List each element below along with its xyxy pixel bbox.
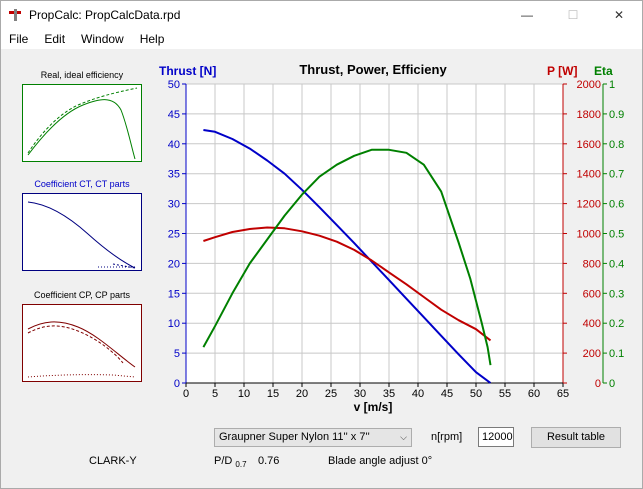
thrust-tick-label: 40 — [168, 139, 180, 151]
eta-tick-label: 0.8 — [609, 139, 624, 151]
x-tick-label: 50 — [470, 388, 482, 400]
blade-angle-label: Blade angle adjust 0° — [328, 455, 433, 467]
x-tick-label: 20 — [296, 388, 308, 400]
power-tick-label: 800 — [583, 258, 601, 270]
thrust-tick-label: 25 — [168, 229, 180, 241]
thumb-cp[interactable] — [22, 304, 142, 382]
rpm-input[interactable]: 12000 — [478, 427, 514, 447]
minimize-button[interactable]: — — [521, 8, 533, 22]
thrust-tick-label: 45 — [168, 109, 180, 121]
power-axis-label: P [W] — [547, 64, 577, 78]
result-table-button[interactable]: Result table — [531, 427, 621, 448]
eta-tick-label: 0.9 — [609, 109, 624, 121]
x-tick-label: 0 — [183, 388, 189, 400]
thrust-axis-label: Thrust [N] — [159, 64, 216, 78]
propeller-select-value: Graupner Super Nylon 11'' x 7'' — [219, 431, 370, 443]
power-tick-label: 200 — [583, 348, 601, 360]
power-tick-label: 1800 — [577, 109, 601, 121]
power-series-line — [203, 226, 492, 342]
power-tick-label: 400 — [583, 318, 601, 330]
x-tick-label: 10 — [238, 388, 250, 400]
eta-tick-label: 0 — [609, 378, 615, 390]
eta-tick-label: 0.4 — [609, 258, 624, 270]
eta-tick-label: 0.7 — [609, 169, 624, 181]
thrust-tick-label: 30 — [168, 199, 180, 211]
thumb-ct-title: Coefficient CT, CT parts — [34, 179, 130, 189]
thumb-ct-plot — [27, 201, 136, 269]
eta-axis-label: Eta — [594, 64, 613, 78]
x-tick-label: 40 — [412, 388, 424, 400]
chart-title: Thrust, Power, Efficieny — [299, 62, 447, 77]
x-tick-label: 35 — [383, 388, 395, 400]
eta-series-line — [202, 148, 492, 366]
eta-tick-label: 0.2 — [609, 318, 624, 330]
eta-tick-label: 0.3 — [609, 288, 624, 300]
thrust-tick-label: 10 — [168, 318, 180, 330]
thumb-efficiency-plot — [27, 87, 138, 160]
eta-tick-label: 1 — [609, 79, 615, 91]
thumb-cp-title: Coefficient CP, CP parts — [33, 290, 131, 300]
pd-label-text: P/D — [214, 455, 233, 467]
thrust-tick-label: 15 — [168, 288, 180, 300]
rpm-label: n[rpm] — [431, 431, 463, 443]
power-tick-label: 1400 — [577, 169, 601, 181]
power-tick-label: 1200 — [577, 199, 601, 211]
pd-subscript: 0.7 — [235, 460, 247, 469]
window-title: PropCalc: PropCalcData.rpd — [29, 8, 181, 22]
close-button[interactable]: ✕ — [613, 8, 625, 22]
thrust-series-line — [203, 129, 492, 384]
title-bar: PropCalc: PropCalcData.rpd — ☐ ✕ — [1, 1, 642, 29]
thrust-tick-label: 50 — [168, 79, 180, 91]
menu-window[interactable]: Window — [81, 32, 124, 46]
thumb-ct[interactable] — [22, 193, 142, 271]
maximize-button[interactable]: ☐ — [567, 8, 579, 22]
app-icon — [9, 9, 23, 21]
main-chart: Thrust, Power, Efficieny Thrust [N] P [W… — [159, 62, 624, 414]
power-tick-label: 1600 — [577, 139, 601, 151]
menu-help[interactable]: Help — [139, 32, 165, 46]
thrust-tick-label: 35 — [168, 169, 180, 181]
x-tick-label: 60 — [528, 388, 540, 400]
menu-file[interactable]: File — [9, 32, 29, 46]
thumb-efficiency[interactable] — [22, 84, 142, 162]
eta-tick-label: 0.1 — [609, 348, 624, 360]
power-tick-label: 2000 — [577, 79, 601, 91]
menu-edit[interactable]: Edit — [44, 32, 66, 46]
x-axis-label: v [m/s] — [354, 400, 393, 414]
x-tick-label: 30 — [354, 388, 366, 400]
x-tick-label: 55 — [499, 388, 511, 400]
power-tick-label: 600 — [583, 288, 601, 300]
power-tick-label: 0 — [595, 378, 601, 390]
thrust-tick-label: 20 — [168, 258, 180, 270]
eta-tick-label: 0.6 — [609, 199, 624, 211]
x-tick-label: 15 — [267, 388, 279, 400]
airfoil-label: CLARK-Y — [89, 455, 137, 467]
eta-tick-label: 0.5 — [609, 229, 624, 241]
thumb-cp-plot — [27, 321, 136, 378]
chevron-down-icon: ⌵ — [400, 432, 407, 442]
power-tick-label: 1000 — [577, 229, 601, 241]
menu-bar: File Edit Window Help — [1, 29, 642, 49]
x-tick-label: 65 — [557, 388, 569, 400]
pd-label: P/D 0.7 — [214, 455, 247, 469]
propeller-select[interactable]: Graupner Super Nylon 11'' x 7'' ⌵ — [214, 428, 412, 447]
thrust-tick-label: 5 — [174, 348, 180, 360]
thumb-efficiency-title: Real, ideal efficiency — [40, 70, 124, 80]
x-tick-label: 25 — [325, 388, 337, 400]
x-tick-label: 45 — [441, 388, 453, 400]
pd-value: 0.76 — [258, 455, 280, 467]
thrust-tick-label: 0 — [174, 378, 180, 390]
x-tick-label: 5 — [212, 388, 218, 400]
